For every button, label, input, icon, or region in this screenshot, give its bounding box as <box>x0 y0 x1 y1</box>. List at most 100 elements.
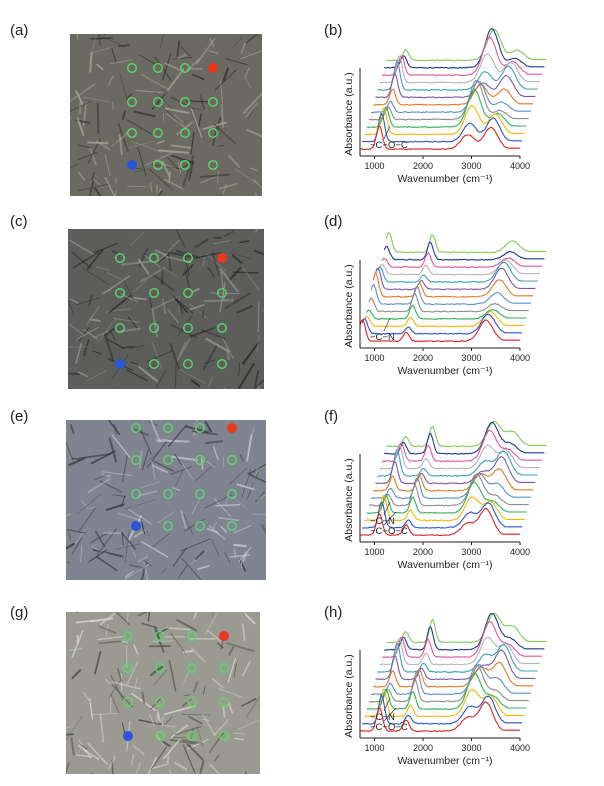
spectrum-series-8 <box>375 72 536 99</box>
spectrum-series-3 <box>364 104 525 136</box>
marker-green-circle <box>148 322 159 333</box>
x-tick-label: 3000 <box>461 547 481 557</box>
spectrum-series-11 <box>381 251 542 269</box>
marker-blue-dot <box>130 520 141 531</box>
marker-green-circle <box>194 422 205 434</box>
marker-green-circle <box>127 63 138 74</box>
ftir-chart-d: 1000 2000 3000 4000 Wavenumber (cm⁻¹) Absorba… <box>330 198 592 386</box>
marker-green-circle <box>162 488 173 499</box>
spectrum-series-11 <box>382 35 542 77</box>
panel-label-d: (d) <box>324 213 343 230</box>
marker-green-circle <box>216 288 227 299</box>
x-tick-label: 4000 <box>510 743 530 753</box>
marker-green-circle <box>152 97 163 108</box>
panel-label-a: (a) <box>10 22 29 39</box>
ftir-chart-b: 1000 2000 3000 4000 Wavenumber (cm⁻¹) Absorba… <box>330 6 592 194</box>
panel-label-g: (g) <box>10 604 29 621</box>
marker-green-circle <box>218 696 229 707</box>
marker-green-circle <box>186 730 197 741</box>
marker-red-dot <box>216 253 227 264</box>
marker-green-circle <box>154 631 165 642</box>
marker-green-circle <box>179 127 190 138</box>
spectrum-series-4 <box>366 88 527 128</box>
y-axis-label: Absorbance (a.u.) <box>343 458 355 541</box>
marker-green-circle <box>226 488 237 499</box>
spectrum-series-6 <box>370 283 531 306</box>
marker-green-circle <box>115 288 126 299</box>
x-tick-label: 3000 <box>461 743 481 753</box>
marker-green-circle <box>154 696 165 707</box>
spectrum-series-7 <box>372 271 534 298</box>
spectrum-series-7 <box>373 84 534 106</box>
x-tick-label: 3000 <box>461 353 481 363</box>
x-tick-label: 2000 <box>413 353 433 363</box>
marker-green-circle <box>152 127 163 138</box>
marker-green-circle <box>186 663 197 674</box>
panel-label-f: (f) <box>324 408 339 425</box>
spectrum-series-10 <box>379 53 540 84</box>
marker-red-dot <box>226 422 237 434</box>
marker-green-circle <box>226 455 237 466</box>
marker-green-circle <box>130 422 141 434</box>
x-tick-label: 4000 <box>510 161 530 171</box>
y-axis-label: Absorbance (a.u.) <box>343 264 355 347</box>
marker-green-circle <box>216 322 227 333</box>
marker-green-circle <box>152 63 163 74</box>
panel-label-c: (c) <box>10 213 28 230</box>
spectrum-series-13 <box>386 420 547 448</box>
spectrum-series-13 <box>386 612 547 644</box>
spectrum-series-4 <box>366 304 527 320</box>
y-axis-label: Absorbance (a.u.) <box>343 654 355 737</box>
spectrum-series-12 <box>384 613 545 651</box>
marker-green-circle <box>115 253 126 264</box>
marker-green-circle <box>162 422 173 434</box>
spectrum-series-13 <box>385 232 547 254</box>
marker-green-circle <box>115 322 126 333</box>
spectrum-series-5 <box>368 79 529 121</box>
peak-annotation: −C−N <box>370 332 395 343</box>
spectrum-series-2 <box>361 313 523 335</box>
micrograph-c <box>68 229 264 389</box>
micrograph-g <box>66 612 260 774</box>
x-tick-label: 1000 <box>365 353 385 363</box>
marker-green-circle <box>207 127 218 138</box>
marker-green-circle <box>162 520 173 531</box>
spectrum-series-1 <box>359 701 520 733</box>
spectrum-series-2 <box>362 112 523 143</box>
spectrum-series-11 <box>381 429 542 463</box>
marker-blue-dot <box>123 730 134 741</box>
marker-red-dot <box>218 631 229 642</box>
marker-green-circle <box>123 663 134 674</box>
marker-green-circle <box>216 358 227 369</box>
spectrum-series-2 <box>362 501 523 529</box>
marker-green-circle <box>186 696 197 707</box>
spectrum-series-10 <box>379 443 540 470</box>
spectrum-series-10 <box>379 259 540 276</box>
spectrum-series-13 <box>386 28 547 62</box>
marker-blue-dot <box>127 159 138 170</box>
spectrum-series-1 <box>359 507 520 537</box>
spectrum-series-8 <box>374 266 536 291</box>
ftir-chart-f: 1000 2000 3000 4000 Wavenumber (cm⁻¹) Absorba… <box>330 392 592 580</box>
panel-label-h: (h) <box>324 604 343 621</box>
x-tick-label: 4000 <box>510 353 530 363</box>
marker-green-circle <box>148 288 159 299</box>
peak-annotation: −C−N <box>370 516 395 527</box>
spectrum-series-5 <box>368 664 529 703</box>
marker-blue-dot <box>115 358 126 369</box>
spectrum-series-10 <box>379 636 540 666</box>
marker-green-circle <box>207 97 218 108</box>
spectrum-series-1 <box>359 318 520 343</box>
spectrum-series-4 <box>366 481 527 514</box>
marker-green-circle <box>179 63 190 74</box>
x-axis-label: Wavenumber (cm⁻¹) <box>398 755 493 767</box>
peak-annotation: −C−O−C <box>370 526 408 537</box>
spectrum-series-9 <box>377 262 538 283</box>
marker-green-circle <box>182 253 193 264</box>
marker-green-circle <box>179 97 190 108</box>
x-tick-label: 2000 <box>413 161 433 171</box>
marker-green-circle <box>123 631 134 642</box>
spectrum-series-12 <box>383 241 545 261</box>
spectrum-series-8 <box>375 456 536 485</box>
x-tick-label: 1000 <box>365 547 385 557</box>
